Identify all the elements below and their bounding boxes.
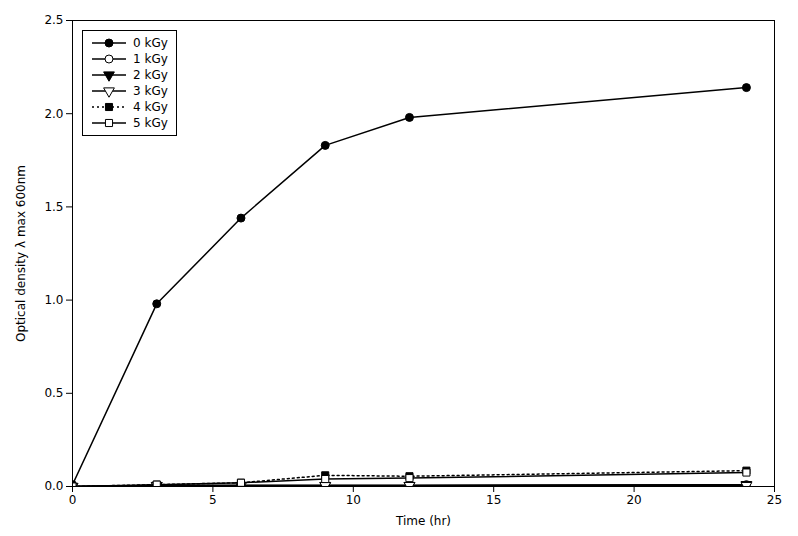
svg-text:1.0: 1.0 bbox=[44, 293, 63, 307]
html-text:3 kGy: 3 kGy bbox=[133, 84, 168, 98]
html-text:0 kGy: 0 kGy bbox=[133, 36, 168, 50]
svg-text:0.5: 0.5 bbox=[44, 386, 63, 400]
svg-text:2.0: 2.0 bbox=[44, 107, 63, 121]
svg-text:Optical density λ max 600nm: Optical density λ max 600nm bbox=[14, 165, 28, 342]
svg-text:0.0: 0.0 bbox=[44, 479, 63, 493]
svg-text:Time (hr): Time (hr) bbox=[395, 514, 451, 528]
svg-text:20: 20 bbox=[626, 493, 641, 507]
html-text:1 kGy: 1 kGy bbox=[133, 52, 168, 66]
svg-text:15: 15 bbox=[486, 493, 501, 507]
svg-text:5: 5 bbox=[209, 493, 217, 507]
html-text:4 kGy: 4 kGy bbox=[133, 100, 168, 114]
svg-text:0: 0 bbox=[69, 493, 77, 507]
html-text:2 kGy: 2 kGy bbox=[133, 68, 168, 82]
svg-text:2.5: 2.5 bbox=[44, 13, 63, 27]
svg-text:10: 10 bbox=[346, 493, 361, 507]
html-text:5 kGy: 5 kGy bbox=[133, 116, 168, 130]
svg-text:1.5: 1.5 bbox=[44, 200, 63, 214]
svg-text:25: 25 bbox=[767, 493, 782, 507]
